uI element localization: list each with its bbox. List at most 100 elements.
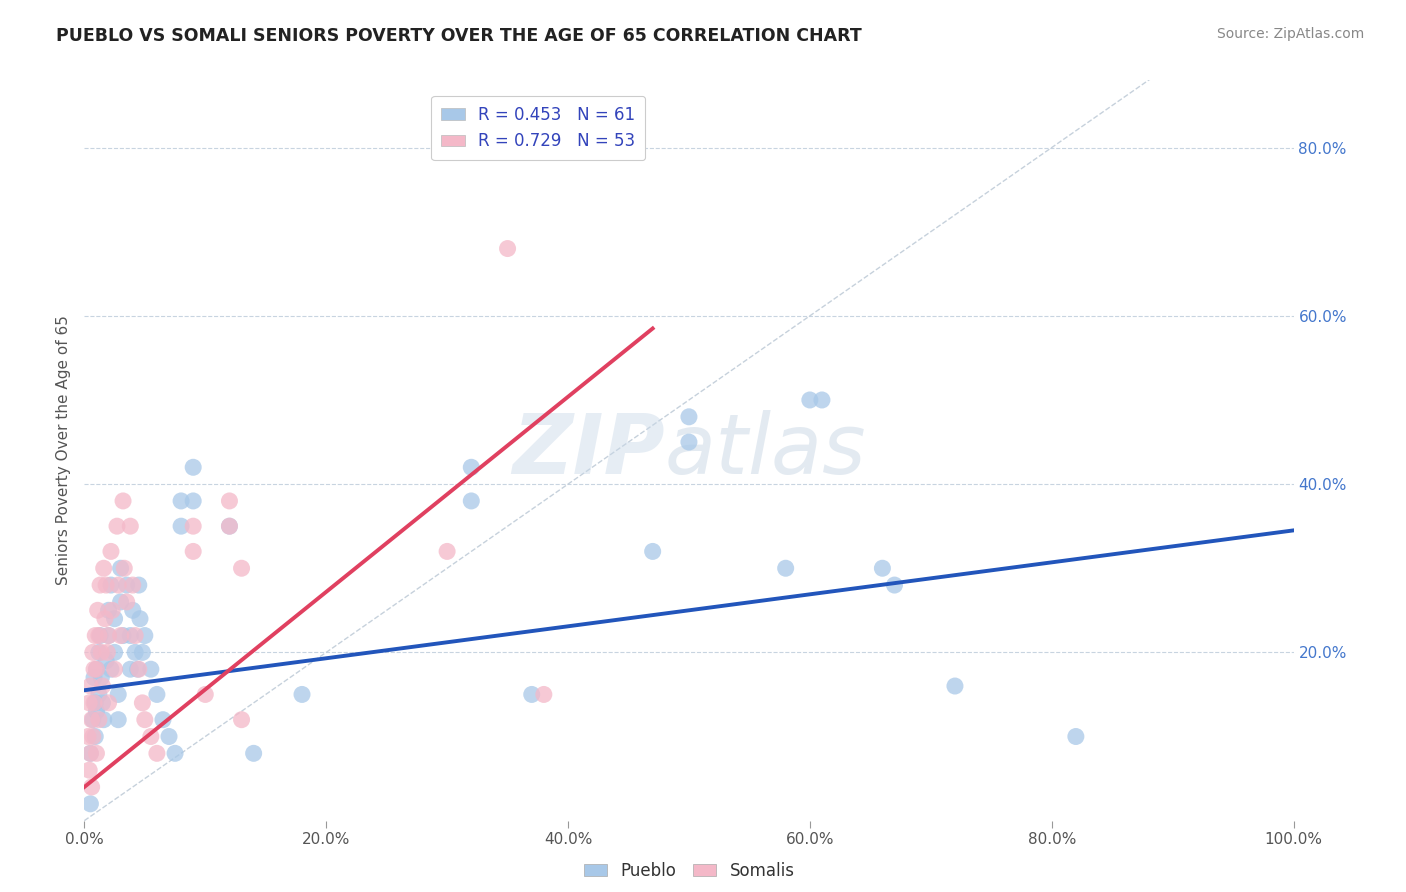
Point <box>115 578 138 592</box>
Point <box>152 713 174 727</box>
Point <box>82 645 104 659</box>
Point <box>496 242 519 256</box>
Point <box>105 519 128 533</box>
Point <box>131 696 153 710</box>
Point <box>100 578 122 592</box>
Point <box>77 730 100 744</box>
Point <box>86 662 108 676</box>
Point <box>97 696 120 710</box>
Point <box>139 730 162 744</box>
Point <box>100 544 122 558</box>
Point <box>811 392 834 407</box>
Point <box>94 612 117 626</box>
Point <box>131 645 153 659</box>
Point <box>883 578 905 592</box>
Point <box>218 494 240 508</box>
Point <box>91 679 114 693</box>
Point <box>87 645 110 659</box>
Point <box>134 713 156 727</box>
Point <box>84 628 107 642</box>
Point <box>110 561 132 575</box>
Point <box>90 645 112 659</box>
Text: atlas: atlas <box>665 410 866 491</box>
Text: ZIP: ZIP <box>512 410 665 491</box>
Point <box>87 628 110 642</box>
Point <box>83 696 105 710</box>
Point <box>80 713 103 727</box>
Point <box>460 494 482 508</box>
Point <box>775 561 797 575</box>
Point <box>134 628 156 642</box>
Point <box>104 645 127 659</box>
Point <box>231 561 253 575</box>
Point <box>79 797 101 811</box>
Point <box>84 730 107 744</box>
Point <box>100 662 122 676</box>
Point <box>110 595 132 609</box>
Point <box>146 747 169 761</box>
Point <box>83 662 105 676</box>
Point <box>115 595 138 609</box>
Point <box>86 704 108 718</box>
Y-axis label: Seniors Poverty Over the Age of 65: Seniors Poverty Over the Age of 65 <box>56 316 72 585</box>
Point <box>87 713 110 727</box>
Point <box>107 688 129 702</box>
Point <box>120 628 142 642</box>
Point <box>139 662 162 676</box>
Point <box>94 578 117 592</box>
Point <box>107 578 129 592</box>
Point <box>86 747 108 761</box>
Point <box>218 519 240 533</box>
Point <box>170 494 193 508</box>
Point <box>170 519 193 533</box>
Point <box>121 603 143 617</box>
Point <box>218 519 240 533</box>
Point <box>89 578 111 592</box>
Point <box>799 392 821 407</box>
Point <box>181 519 204 533</box>
Point <box>97 628 120 642</box>
Point <box>96 645 118 659</box>
Point <box>128 662 150 676</box>
Point <box>107 713 129 727</box>
Point <box>79 747 101 761</box>
Point <box>89 628 111 642</box>
Point <box>93 713 115 727</box>
Point <box>641 544 664 558</box>
Point <box>678 435 700 450</box>
Point <box>872 561 894 575</box>
Point <box>94 654 117 668</box>
Point <box>112 561 135 575</box>
Point <box>83 671 105 685</box>
Point <box>124 645 146 659</box>
Point <box>165 747 187 761</box>
Point <box>291 688 314 702</box>
Point <box>93 561 115 575</box>
Point <box>128 578 150 592</box>
Point <box>80 780 103 794</box>
Point <box>520 688 543 702</box>
Point <box>86 662 108 676</box>
Point <box>460 460 482 475</box>
Point <box>181 544 204 558</box>
Point <box>110 628 132 642</box>
Point <box>91 696 114 710</box>
Point <box>943 679 966 693</box>
Point <box>86 603 108 617</box>
Point <box>1064 730 1087 744</box>
Point <box>124 628 146 642</box>
Point <box>181 460 204 475</box>
Point <box>79 747 101 761</box>
Point <box>121 578 143 592</box>
Text: Source: ZipAtlas.com: Source: ZipAtlas.com <box>1216 27 1364 41</box>
Point <box>82 730 104 744</box>
Point <box>120 662 142 676</box>
Point <box>82 713 104 727</box>
Point <box>242 747 264 761</box>
Point <box>77 763 100 777</box>
Point <box>90 671 112 685</box>
Point <box>181 494 204 508</box>
Point <box>129 612 152 626</box>
Point <box>101 603 124 617</box>
Point <box>194 688 217 702</box>
